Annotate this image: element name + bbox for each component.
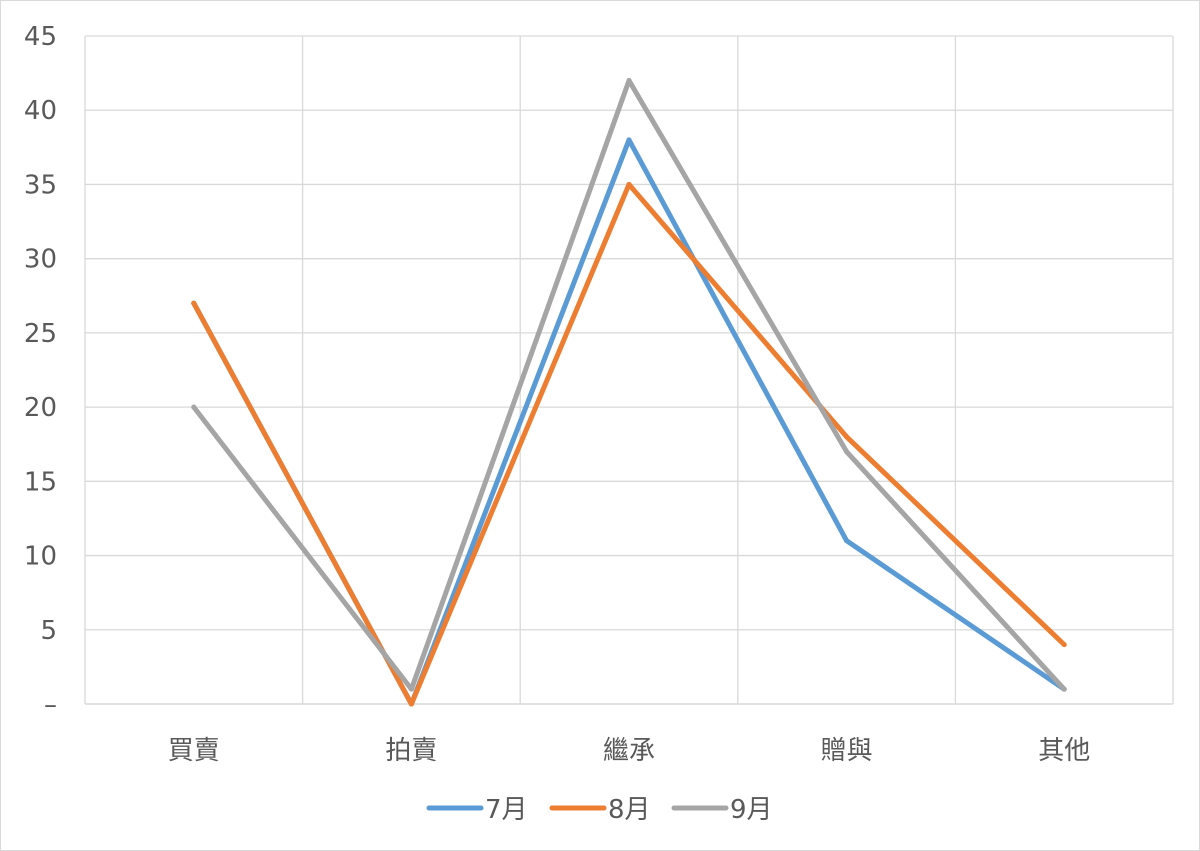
- data-point: [626, 137, 632, 143]
- x-axis: 買賣 拍賣 繼承 贈與 其他: [85, 703, 1173, 766]
- y-tick-label: 15: [24, 467, 57, 497]
- x-tick-label: 買賣: [168, 736, 220, 766]
- data-point: [191, 404, 197, 410]
- series-line-1: [191, 137, 1067, 707]
- data-point: [191, 300, 197, 306]
- y-tick-label: 40: [24, 96, 57, 126]
- legend-label: 7月: [485, 795, 528, 825]
- data-point: [626, 78, 632, 84]
- y-tick-label: 10: [24, 542, 57, 572]
- gridlines: [84, 35, 1174, 704]
- x-tick-label: 繼承: [603, 736, 655, 766]
- x-tick-label: 贈與: [821, 736, 873, 766]
- data-point: [1061, 642, 1067, 648]
- y-tick-label: 20: [24, 393, 57, 423]
- data-point: [408, 701, 414, 707]
- x-tick-label: 其他: [1038, 736, 1090, 766]
- y-axis: – 5 10 15 20 25 30 35 40 45: [24, 22, 57, 720]
- data-point: [408, 686, 414, 692]
- y-tick-label: 30: [24, 245, 57, 275]
- y-tick-label: 45: [24, 22, 57, 52]
- series-lines: [191, 78, 1067, 707]
- data-point: [844, 449, 850, 455]
- y-tick-label: 35: [24, 170, 57, 200]
- x-tick-label: 拍賣: [385, 736, 437, 766]
- y-tick-label: 25: [24, 319, 57, 349]
- data-point: [844, 538, 850, 544]
- legend: 7月 8月 9月: [426, 795, 773, 825]
- data-point: [844, 434, 850, 440]
- data-point: [1061, 686, 1067, 692]
- y-tick-label: 5: [40, 616, 57, 646]
- legend-label: 8月: [608, 795, 651, 825]
- y-tick-label: –: [44, 690, 57, 720]
- series-line-2: [191, 181, 1067, 707]
- data-point: [626, 181, 632, 187]
- legend-label: 9月: [730, 795, 773, 825]
